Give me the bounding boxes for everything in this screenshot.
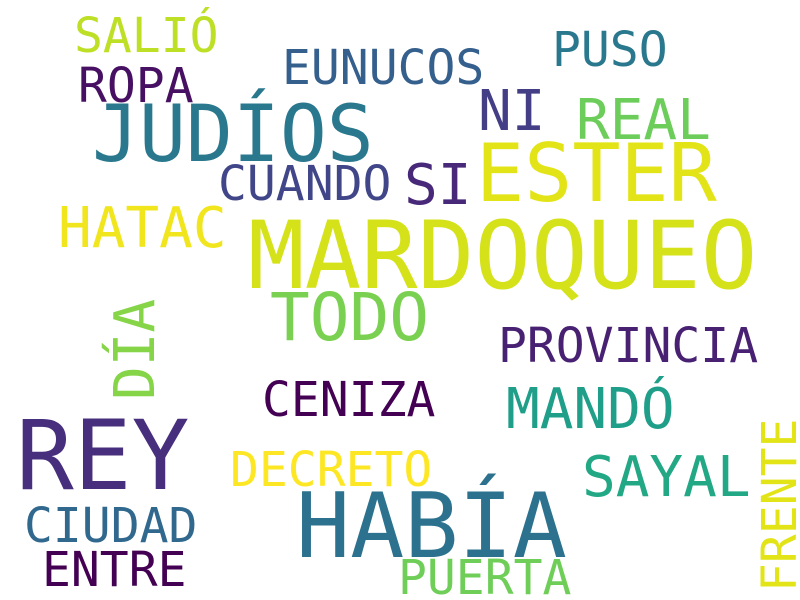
word-provincia: PROVINCIA: [498, 318, 759, 374]
word-decreto: DECRETO: [230, 442, 433, 498]
word-sayal: SAYAL: [582, 445, 751, 510]
word-ciudad: CIUDAD: [24, 498, 198, 554]
word-puerta: PUERTA: [398, 550, 572, 600]
word-dia: DÍA: [103, 298, 168, 400]
word-ester: ESTER: [476, 127, 717, 220]
word-si: SI: [404, 153, 472, 218]
word-cuando: CUANDO: [218, 156, 392, 212]
word-ropa: ROPA: [78, 58, 194, 114]
word-ceniza: CENIZA: [262, 372, 436, 428]
word-mando: MANDÓ: [506, 377, 675, 442]
word-hatac: HATAC: [58, 196, 227, 261]
word-frente: FRENTE: [752, 418, 800, 592]
word-real: REAL: [576, 88, 711, 153]
word-mardoqueo: MARDOQUEO: [248, 202, 758, 311]
word-ni: NI: [478, 79, 546, 144]
word-puso: PUSO: [552, 22, 668, 78]
word-salio: SALIÓ: [74, 8, 219, 64]
word-eunucos: EUNUCOS: [282, 40, 485, 96]
word-entre: ENTRE: [42, 542, 187, 598]
word-todo: TODO: [270, 279, 429, 356]
word-judios: JUDÍOS: [92, 90, 374, 180]
word-rey: REY: [16, 400, 190, 512]
word-habia: HABÍA: [296, 474, 567, 579]
